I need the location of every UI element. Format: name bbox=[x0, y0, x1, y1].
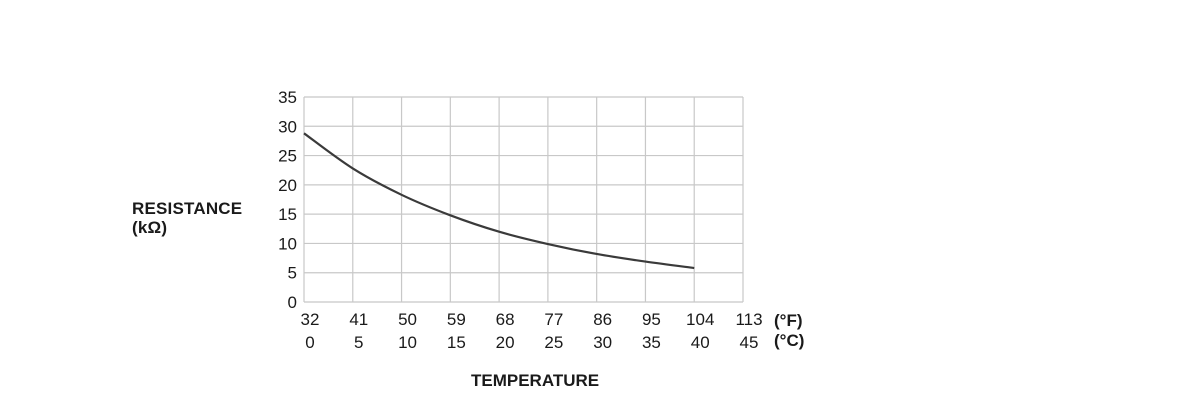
x-axis-label: TEMPERATURE bbox=[471, 371, 600, 390]
x-tick-label-c: 10 bbox=[398, 333, 417, 352]
x-tick-label-c: 25 bbox=[544, 333, 563, 352]
x-tick-label-f: 32 bbox=[301, 310, 320, 329]
series bbox=[303, 132, 695, 270]
y-tick-label: 30 bbox=[278, 117, 297, 136]
x-unit-c-label: (°C) bbox=[774, 331, 804, 350]
x-tick-label-c: 15 bbox=[447, 333, 466, 352]
y-axis-label-line1: RESISTANCE bbox=[132, 199, 243, 218]
y-tick-label: 0 bbox=[288, 293, 297, 312]
x-tick-label-c: 45 bbox=[740, 333, 759, 352]
x-tick-label-f: 50 bbox=[398, 310, 417, 329]
x-tick-label-c: 30 bbox=[593, 333, 612, 352]
x-tick-label-f: 77 bbox=[544, 310, 563, 329]
x-tick-label-c: 0 bbox=[305, 333, 314, 352]
grid bbox=[303, 96, 744, 303]
y-tick-label: 15 bbox=[278, 205, 297, 224]
x-tick-label-f: 95 bbox=[642, 310, 661, 329]
y-tick-label: 10 bbox=[278, 234, 297, 253]
x-tick-label-f: 86 bbox=[593, 310, 612, 329]
y-axis-label-line2: (kΩ) bbox=[132, 218, 168, 237]
y-tick-label: 20 bbox=[278, 176, 297, 195]
y-tick-label: 35 bbox=[278, 88, 297, 107]
x-tick-label-c: 5 bbox=[354, 333, 363, 352]
x-tick-label-c: 40 bbox=[691, 333, 710, 352]
x-unit-f-label: (°F) bbox=[774, 311, 803, 330]
x-tick-label-f: 41 bbox=[349, 310, 368, 329]
x-tick-label-f: 113 bbox=[735, 310, 762, 329]
x-tick-label-c: 20 bbox=[496, 333, 515, 352]
x-tick-label-f: 104 bbox=[686, 310, 714, 329]
x-tick-label-f: 68 bbox=[496, 310, 515, 329]
y-tick-label: 5 bbox=[288, 264, 297, 283]
x-tick-label-c: 35 bbox=[642, 333, 661, 352]
tick-labels: 0 5 10 15 20 25 30 35 32 41 50 59 68 77 86 95 104 113 0 5 10… bbox=[278, 88, 762, 352]
resistance-curve bbox=[303, 132, 695, 270]
x-tick-label-f: 59 bbox=[447, 310, 466, 329]
y-tick-label: 25 bbox=[278, 147, 297, 166]
